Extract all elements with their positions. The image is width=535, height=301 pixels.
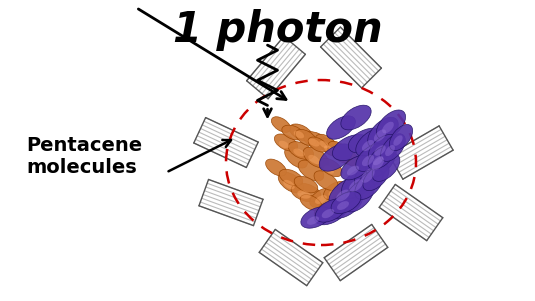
Ellipse shape: [324, 145, 334, 154]
Ellipse shape: [356, 129, 386, 157]
Ellipse shape: [324, 181, 348, 200]
Ellipse shape: [316, 134, 337, 151]
Text: Pentacene
molecules: Pentacene molecules: [26, 136, 142, 177]
Ellipse shape: [374, 129, 386, 142]
Ellipse shape: [327, 116, 355, 139]
Ellipse shape: [295, 129, 317, 146]
Ellipse shape: [368, 117, 398, 148]
Ellipse shape: [366, 144, 396, 177]
Ellipse shape: [265, 159, 286, 176]
Ellipse shape: [288, 142, 314, 160]
Ellipse shape: [348, 128, 384, 153]
Ellipse shape: [330, 191, 363, 218]
Ellipse shape: [361, 168, 374, 183]
Ellipse shape: [331, 191, 361, 213]
Ellipse shape: [279, 169, 303, 186]
Ellipse shape: [315, 199, 347, 222]
Ellipse shape: [314, 202, 338, 219]
Ellipse shape: [362, 155, 374, 166]
Ellipse shape: [382, 122, 394, 133]
Ellipse shape: [298, 160, 324, 181]
Ellipse shape: [393, 135, 403, 146]
Ellipse shape: [372, 154, 400, 182]
Ellipse shape: [363, 164, 389, 191]
Ellipse shape: [322, 209, 334, 218]
Ellipse shape: [341, 105, 371, 130]
Ellipse shape: [339, 149, 360, 166]
Ellipse shape: [362, 140, 374, 151]
Ellipse shape: [389, 125, 412, 150]
Ellipse shape: [279, 141, 289, 148]
Ellipse shape: [308, 155, 320, 164]
Ellipse shape: [314, 171, 338, 190]
Ellipse shape: [315, 195, 327, 204]
Ellipse shape: [369, 134, 398, 161]
Ellipse shape: [336, 190, 350, 201]
Ellipse shape: [381, 134, 406, 161]
Ellipse shape: [337, 201, 349, 210]
Ellipse shape: [347, 166, 359, 175]
Ellipse shape: [329, 178, 363, 207]
Ellipse shape: [334, 153, 343, 160]
Ellipse shape: [356, 144, 386, 171]
Ellipse shape: [328, 188, 340, 197]
Ellipse shape: [278, 172, 304, 193]
Ellipse shape: [374, 145, 386, 156]
Ellipse shape: [341, 155, 371, 180]
Ellipse shape: [274, 134, 297, 151]
Ellipse shape: [373, 156, 383, 165]
Ellipse shape: [354, 154, 388, 191]
Ellipse shape: [385, 145, 395, 156]
Ellipse shape: [341, 167, 377, 198]
Ellipse shape: [294, 176, 318, 193]
Ellipse shape: [349, 179, 363, 192]
Ellipse shape: [372, 157, 384, 170]
Ellipse shape: [301, 207, 331, 228]
Ellipse shape: [303, 147, 329, 168]
Ellipse shape: [315, 200, 348, 225]
Ellipse shape: [319, 144, 353, 171]
Ellipse shape: [310, 188, 336, 207]
Ellipse shape: [308, 137, 328, 152]
Ellipse shape: [293, 149, 305, 157]
Ellipse shape: [320, 138, 342, 157]
Ellipse shape: [307, 216, 319, 225]
Ellipse shape: [320, 158, 342, 177]
Ellipse shape: [331, 146, 351, 163]
Ellipse shape: [289, 124, 312, 141]
Ellipse shape: [283, 180, 295, 189]
Ellipse shape: [324, 166, 334, 174]
Ellipse shape: [355, 170, 383, 200]
Ellipse shape: [303, 132, 328, 149]
Ellipse shape: [282, 125, 304, 140]
Ellipse shape: [297, 191, 311, 199]
Ellipse shape: [308, 138, 320, 147]
Ellipse shape: [332, 148, 342, 157]
Ellipse shape: [300, 194, 322, 210]
Ellipse shape: [328, 141, 350, 160]
Ellipse shape: [368, 146, 394, 169]
Ellipse shape: [291, 183, 321, 202]
Ellipse shape: [285, 147, 307, 168]
Ellipse shape: [319, 141, 328, 148]
Text: 1 photon: 1 photon: [173, 9, 383, 51]
Ellipse shape: [294, 131, 304, 138]
Ellipse shape: [332, 135, 370, 160]
Ellipse shape: [342, 156, 351, 163]
Ellipse shape: [377, 110, 406, 139]
Ellipse shape: [328, 197, 350, 212]
Ellipse shape: [271, 117, 291, 132]
Ellipse shape: [343, 179, 374, 212]
